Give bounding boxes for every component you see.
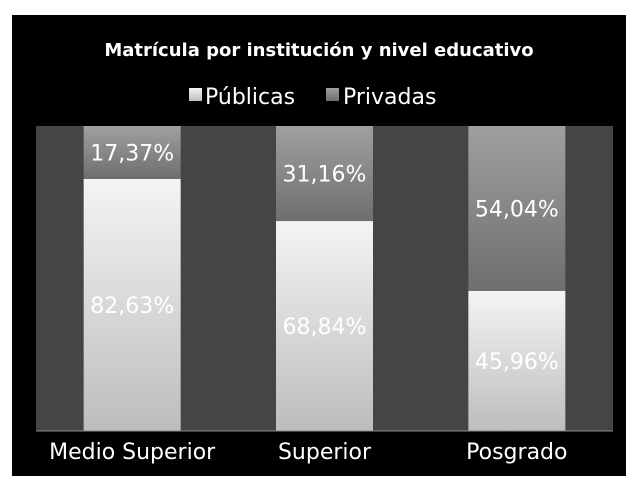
legend-swatch-publicas xyxy=(189,88,202,101)
bar-publicas-1 xyxy=(83,178,181,431)
legend-swatch-privadas xyxy=(326,88,339,101)
bar-publicas-2 xyxy=(276,221,373,431)
data-labels-group: 82,63% 17,37% 68,84% 31,16% 45,96% 54,04% xyxy=(90,141,559,374)
data-label-publicas-1: 82,63% xyxy=(90,294,174,319)
legend: Públicas Privadas xyxy=(189,85,436,110)
data-label-privadas-2: 31,16% xyxy=(283,163,367,188)
data-label-publicas-2: 68,84% xyxy=(283,315,367,340)
bar-privadas-2 xyxy=(276,126,373,222)
chart-canvas: Matrícula por institución y nivel educat… xyxy=(36,40,613,465)
chart-title: Matrícula por institución y nivel educat… xyxy=(104,40,533,61)
legend-label-privadas: Privadas xyxy=(343,85,436,110)
bars-group xyxy=(83,126,566,431)
chart-frame: Matrícula por institución y nivel educat… xyxy=(12,15,626,476)
data-label-privadas-1: 17,37% xyxy=(90,141,174,166)
category-label-2: Superior xyxy=(278,440,372,465)
data-label-publicas-3: 45,96% xyxy=(475,350,559,375)
category-label-1: Medio Superior xyxy=(49,440,216,465)
data-label-privadas-3: 54,04% xyxy=(475,197,559,222)
category-labels-group: Medio Superior Superior Posgrado xyxy=(49,440,567,465)
bar-privadas-3 xyxy=(468,126,566,291)
bar-privadas-1 xyxy=(83,126,181,179)
category-label-3: Posgrado xyxy=(466,440,567,465)
legend-label-publicas: Públicas xyxy=(205,85,295,110)
bar-publicas-3 xyxy=(468,290,566,431)
